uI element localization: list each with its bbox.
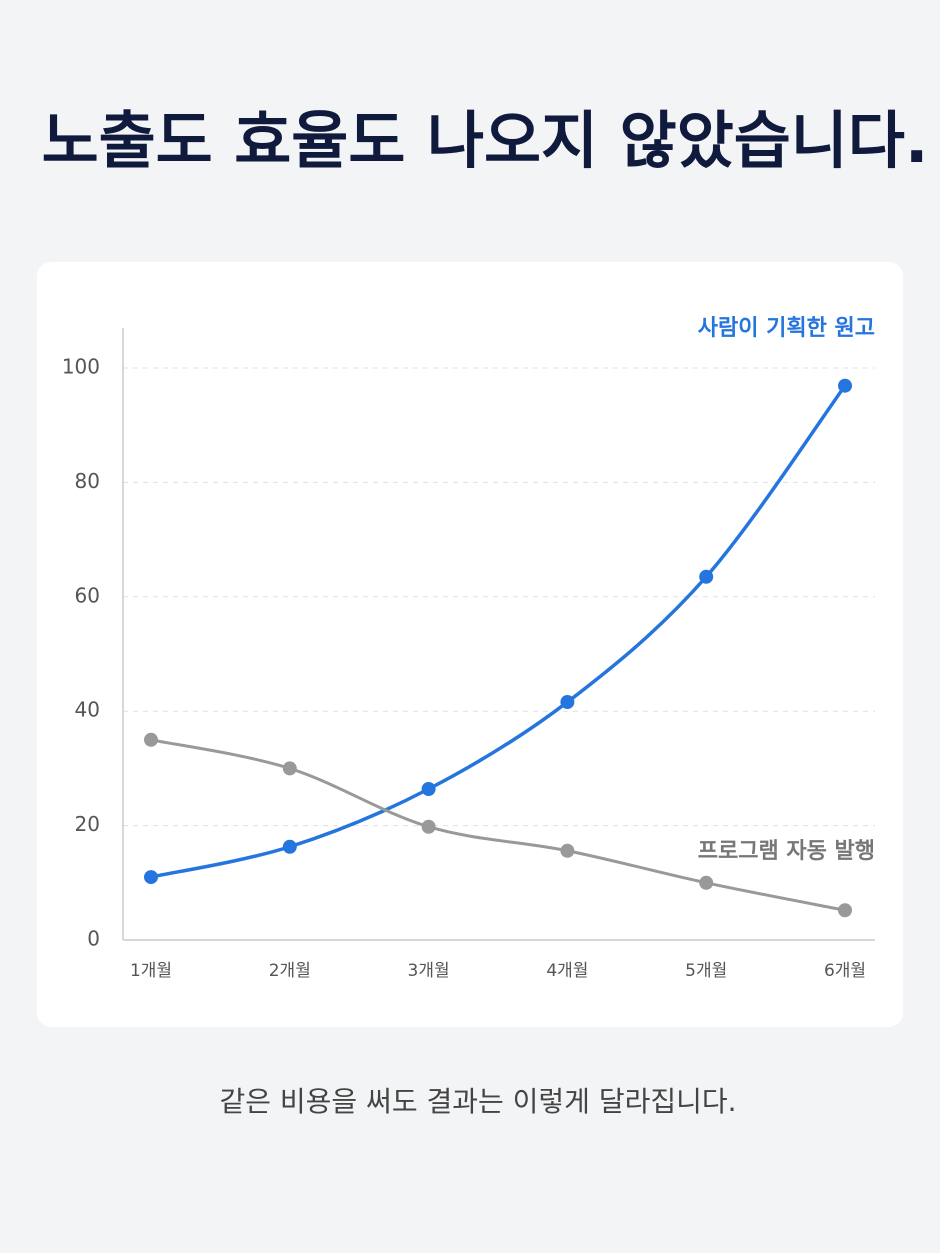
x-tick-label: 4개월 [546,961,588,981]
chart-title: 노출도 효율도 나오지 않았습니다. [42,104,929,177]
data-point [421,781,436,796]
x-tick-label: 6개월 [824,961,866,981]
y-tick-label: 100 [62,355,100,379]
data-point [838,378,852,393]
x-tick-label: 2개월 [269,961,311,981]
data-point [421,819,436,834]
x-tick-label: 1개월 [130,961,172,981]
y-tick-label: 40 [75,698,100,722]
card [37,262,903,1027]
x-tick-label: 3개월 [408,961,450,981]
y-tick-label: 0 [87,927,100,951]
data-point [699,875,714,890]
legend-label: 프로그램 자동 발행 [698,839,875,864]
y-tick-label: 80 [75,469,100,493]
series-line [150,738,846,912]
x-tick-label: 5개월 [685,961,727,981]
legend-label: 사람이 기획한 원고 [698,316,875,341]
y-tick-label: 20 [75,812,100,836]
y-tick-label: 60 [75,583,100,607]
data-point [560,843,575,858]
data-point [144,870,158,885]
subtitle: 같은 비용을 써도 결과는 이렇게 달라집니다. [219,1085,736,1118]
data-point [282,761,297,776]
data-point [560,695,575,710]
data-point [838,903,852,918]
data-point [144,732,158,747]
data-point [699,569,714,584]
data-point [282,839,297,854]
